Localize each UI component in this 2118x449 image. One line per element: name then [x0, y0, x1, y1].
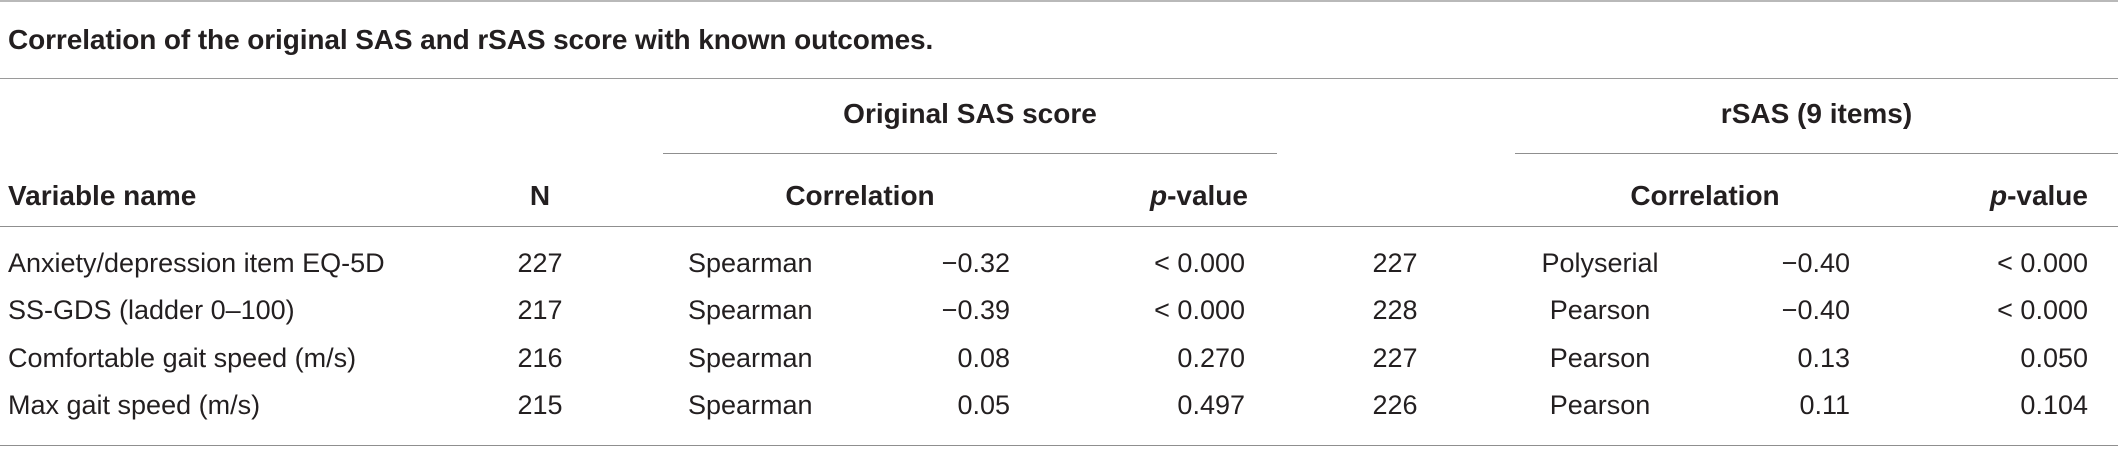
cell-rsas-correlation: 0.11 — [1799, 390, 1850, 420]
header-p-value-rsas: p-value — [1880, 180, 2088, 212]
cell-rsas-correlation: −0.40 — [1781, 248, 1850, 278]
cell-rsas-correlation: 0.13 — [1797, 343, 1850, 373]
cell-orig-p-value: < 0.000 — [1154, 248, 1245, 278]
header-p-rest-rsas: -value — [2007, 180, 2088, 211]
cell-orig-correlation: −0.32 — [941, 248, 1010, 278]
cell-orig-correlation: 0.08 — [957, 343, 1010, 373]
cell-n: 217 — [517, 295, 563, 325]
cell-rsas-method: Polyserial — [1541, 248, 1659, 278]
header-correlation-rsas: Correlation — [1630, 180, 1780, 211]
cell-orig-method: Spearman — [688, 248, 813, 278]
header-p-italic-rsas: p — [1989, 180, 2008, 211]
cell-orig-method: Spearman — [688, 295, 813, 325]
cell-rsas-method: Pearson — [1549, 295, 1651, 325]
cell-orig-method: Spearman — [688, 390, 813, 420]
group-rule-rsas — [1515, 153, 2118, 154]
cell-n: 215 — [517, 390, 563, 420]
group-header-original-sas: Original SAS score — [843, 98, 1097, 129]
cell-orig-p-value: 0.497 — [1177, 390, 1245, 420]
group-rule-original-sas — [663, 153, 1277, 154]
cell-orig-correlation: 0.05 — [957, 390, 1010, 420]
cell-orig-method: Spearman — [688, 343, 813, 373]
header-p-rest-original: -value — [1167, 180, 1248, 211]
cell-variable: Comfortable gait speed (m/s) — [8, 343, 357, 373]
cell-rsas-p-value: < 0.000 — [1997, 295, 2088, 325]
top-rule — [0, 0, 2118, 2]
cell-rsas-n: 227 — [1372, 248, 1418, 278]
header-p-italic-original: p — [1149, 180, 1168, 211]
cell-orig-p-value: < 0.000 — [1154, 295, 1245, 325]
cell-orig-p-value: 0.270 — [1177, 343, 1245, 373]
cell-rsas-p-value: < 0.000 — [1997, 248, 2088, 278]
cell-n: 227 — [517, 248, 563, 278]
group-header-rsas: rSAS (9 items) — [1720, 98, 1913, 129]
header-variable-name: Variable name — [8, 180, 197, 211]
header-n: N — [529, 180, 551, 211]
bottom-rule — [0, 445, 2118, 446]
cell-variable: SS-GDS (ladder 0–100) — [8, 295, 295, 325]
cell-orig-correlation: −0.39 — [941, 295, 1010, 325]
caption-rule — [0, 78, 2118, 79]
cell-rsas-method: Pearson — [1549, 390, 1651, 420]
cell-rsas-n: 226 — [1372, 390, 1418, 420]
cell-n: 216 — [517, 343, 563, 373]
cell-rsas-correlation: −0.40 — [1781, 295, 1850, 325]
header-correlation-original: Correlation — [785, 180, 935, 211]
cell-variable: Max gait speed (m/s) — [8, 390, 261, 420]
cell-rsas-n: 227 — [1372, 343, 1418, 373]
header-rule — [0, 226, 2118, 227]
cell-rsas-p-value: 0.104 — [2020, 390, 2088, 420]
cell-rsas-n: 228 — [1372, 295, 1418, 325]
table-caption: Correlation of the original SAS and rSAS… — [8, 24, 934, 55]
cell-rsas-p-value: 0.050 — [2020, 343, 2088, 373]
cell-variable: Anxiety/depression item EQ-5D — [8, 248, 385, 278]
header-p-value-original: p-value — [1040, 180, 1248, 212]
cell-rsas-method: Pearson — [1549, 343, 1651, 373]
